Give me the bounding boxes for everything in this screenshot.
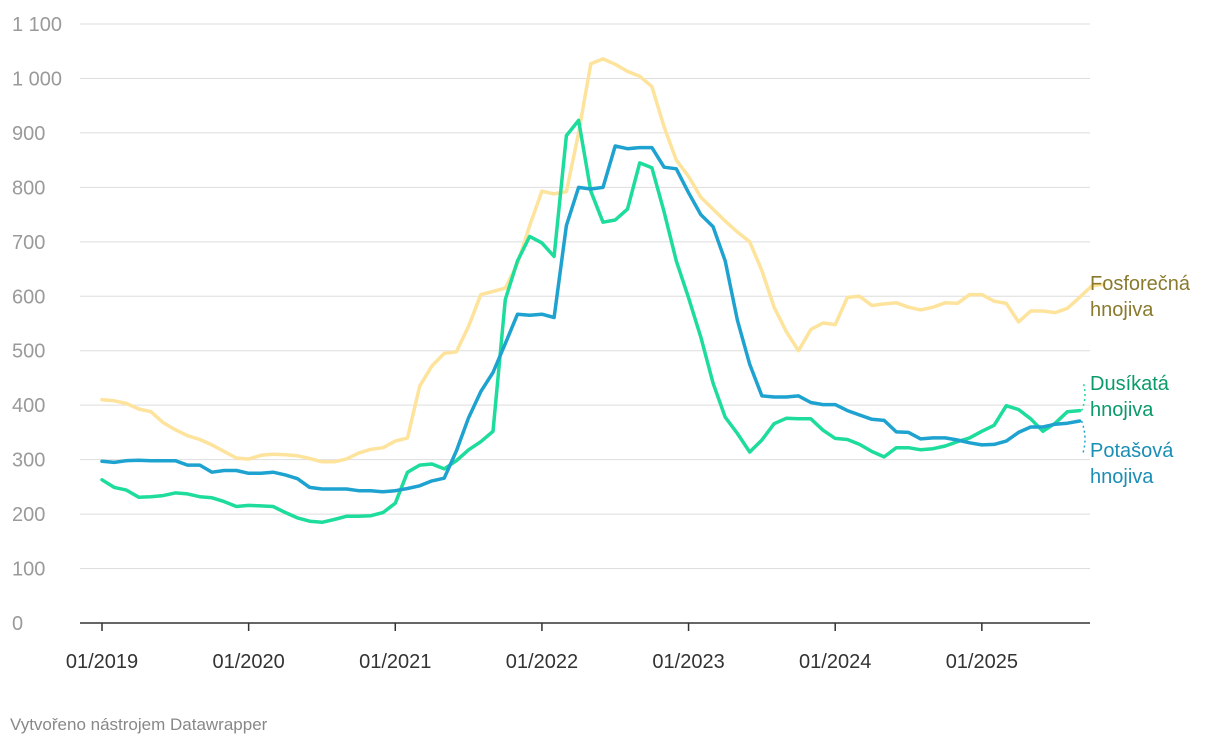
y-tick-label: 100 — [12, 559, 45, 581]
y-tick-label: 400 — [12, 395, 45, 417]
x-axis: 01/2019 01/2020 01/2021 01/2022 01/2023 01/20… — [66, 622, 1090, 673]
x-tick-label: 01/2020 — [212, 651, 284, 673]
y-tick-label: 500 — [12, 341, 45, 363]
series-lines — [100, 57, 1106, 525]
y-tick-label: 800 — [12, 177, 45, 199]
series-labels: Fosforečná hnojiva Dusíkatá hnojiva Potašová… — [1080, 273, 1191, 488]
chart-area: 0 100 200 300 400 500 600 700 800 900 1 000 1 100 0… — [12, 14, 1191, 673]
y-tick-label: 1 100 — [12, 14, 62, 36]
credit-text: Vytvořeno nástrojem Datawrapper — [10, 715, 268, 734]
series-line-2 — [100, 118, 1082, 525]
series-line-1 — [100, 57, 1106, 464]
y-tick-label: 900 — [12, 123, 45, 145]
x-tick-label: 01/2019 — [66, 651, 138, 673]
series-label-1: Fosforečná hnojiva — [1090, 273, 1191, 321]
line-chart: 0 100 200 300 400 500 600 700 800 900 1 000 1 100 0… — [12, 14, 1191, 673]
y-tick-label: 700 — [12, 232, 45, 254]
y-tick-label: 300 — [12, 450, 45, 472]
y-tick-label: 0 — [12, 613, 23, 635]
y-axis: 0 100 200 300 400 500 600 700 800 900 1 000 1 100 — [12, 14, 62, 635]
label-connector — [1080, 420, 1086, 454]
x-tick-label: 01/2024 — [799, 651, 871, 673]
y-tick-label: 200 — [12, 504, 45, 526]
y-tick-label: 1 000 — [12, 68, 62, 90]
series-line-3 — [100, 144, 1082, 494]
x-tick-label: 01/2021 — [359, 651, 431, 673]
series-label-3: Potašová hnojiva — [1090, 440, 1174, 488]
x-tick-label: 01/2022 — [506, 651, 578, 673]
series-label-2: Dusíkatá hnojiva — [1090, 373, 1170, 421]
label-connector — [1080, 381, 1086, 411]
x-tick-label: 01/2025 — [946, 651, 1018, 673]
y-tick-label: 600 — [12, 286, 45, 308]
x-tick-label: 01/2023 — [652, 651, 724, 673]
